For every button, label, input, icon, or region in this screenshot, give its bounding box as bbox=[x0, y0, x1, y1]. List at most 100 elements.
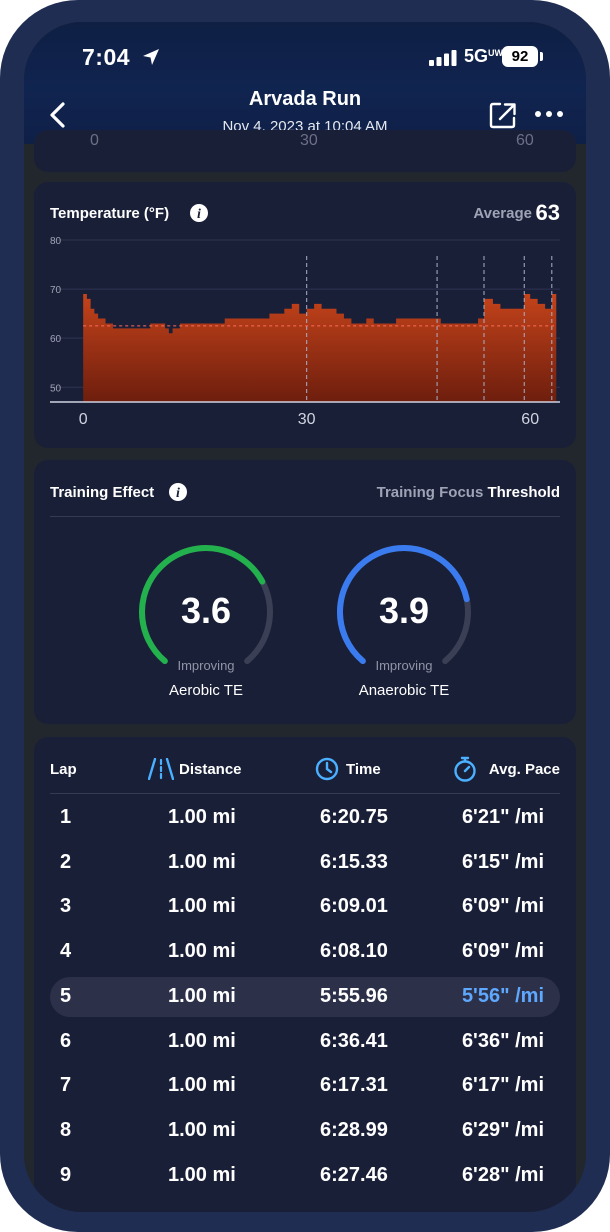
anaerobic-label: Anaerobic TE bbox=[358, 682, 450, 699]
lap-pace: 6'21" /mi bbox=[461, 806, 544, 828]
lap-pace: 6'15" /mi bbox=[461, 850, 544, 873]
info-icon[interactable]: i bbox=[168, 482, 188, 502]
battery-level: 92 bbox=[502, 46, 538, 67]
remnant-tick: 0 bbox=[90, 132, 99, 149]
screen: 7:04 5GUW 92 Arvada Run Nov 4, 2023 at 1… bbox=[24, 22, 586, 1212]
stopwatch-icon bbox=[454, 756, 476, 782]
lap-number: 8 bbox=[60, 1118, 72, 1141]
anaerobic-gauge-fill bbox=[337, 545, 470, 665]
training-effect-title: Training Effect bbox=[50, 484, 155, 501]
lap-pace: 6'09" /mi bbox=[461, 940, 544, 963]
location-arrow-icon bbox=[143, 49, 159, 65]
lap-distance: 1.00 mi bbox=[168, 1074, 236, 1097]
lap-number: 6 bbox=[60, 1029, 72, 1052]
y-tick-label: 80 bbox=[50, 236, 62, 247]
x-tick-label: 60 bbox=[521, 411, 539, 428]
anaerobic-gauge: 3.9 Improving bbox=[334, 542, 474, 692]
training-focus-label: Training Focus bbox=[376, 484, 484, 501]
nav-header: 7:04 5GUW 92 Arvada Run Nov 4, 2023 at 1… bbox=[24, 22, 586, 144]
lap-row[interactable]: 8 1.00 mi 6:28.99 6'29" /mi bbox=[50, 1111, 560, 1151]
lap-distance: 1.00 mi bbox=[168, 850, 236, 873]
y-tick-label: 60 bbox=[50, 334, 62, 345]
x-tick-label: 0 bbox=[79, 411, 88, 428]
status-time: 7:04 bbox=[82, 44, 131, 70]
lap-time: 6:15.33 bbox=[320, 850, 388, 873]
lap-time: 6:08.10 bbox=[320, 940, 388, 963]
pace-header: Avg. Pace bbox=[488, 761, 560, 778]
temperature-chart: 80 70 60 50 0 30 60 bbox=[50, 236, 560, 428]
divider bbox=[50, 516, 560, 517]
lap-row[interactable]: 3 1.00 mi 6:09.01 6'09" /mi bbox=[50, 887, 560, 927]
more-icon[interactable] bbox=[534, 104, 564, 124]
laps-card: Lap Distance Time Avg. Pace 1 1.00 mi 6:20… bbox=[34, 737, 576, 1212]
lap-row[interactable]: 2 1.00 mi 6:15.33 6'15" /mi bbox=[50, 843, 560, 883]
lap-distance: 1.00 mi bbox=[168, 1118, 236, 1141]
lap-row[interactable]: 7 1.00 mi 6:17.31 6'17" /mi bbox=[50, 1066, 560, 1106]
lap-pace: 6'17" /mi bbox=[461, 1074, 544, 1097]
divider bbox=[50, 793, 560, 794]
lap-header: Lap bbox=[50, 761, 77, 778]
lap-row[interactable]: 9 1.00 mi 6:27.46 6'28" /mi bbox=[50, 1156, 560, 1196]
lap-pace: 6'09" /mi bbox=[461, 895, 544, 918]
temperature-card: Temperature (°F) i Average 63 80 70 60 50 0 3… bbox=[34, 182, 576, 448]
lap-number: 4 bbox=[60, 940, 72, 963]
previous-chart-card: 0 30 60 bbox=[34, 130, 576, 172]
activity-title: Arvada Run bbox=[248, 88, 362, 110]
battery-tip bbox=[540, 52, 543, 61]
remnant-tick: 30 bbox=[300, 132, 318, 149]
road-icon bbox=[148, 758, 174, 780]
x-tick-label: 30 bbox=[298, 411, 316, 428]
y-tick-label: 50 bbox=[50, 383, 62, 394]
lap-time: 6:28.99 bbox=[320, 1118, 388, 1141]
distance-header: Distance bbox=[179, 761, 242, 778]
aerobic-value: 3.6 bbox=[180, 590, 232, 631]
aerobic-gauge: 3.6 Improving bbox=[136, 542, 276, 692]
lap-distance: 1.00 mi bbox=[168, 1163, 236, 1186]
lap-number: 1 bbox=[60, 806, 72, 828]
lap-pace: 6'29" /mi bbox=[461, 1118, 544, 1141]
lap-row[interactable]: 5 1.00 mi 5:55.96 5'56" /mi bbox=[50, 976, 560, 1017]
lap-pace: 6'28" /mi bbox=[461, 1163, 544, 1186]
aerobic-label: Aerobic TE bbox=[169, 682, 243, 699]
lap-number: 2 bbox=[60, 850, 72, 873]
share-icon[interactable] bbox=[488, 100, 518, 130]
anaerobic-gauge-arc bbox=[337, 545, 471, 665]
signal-bars-icon bbox=[429, 50, 457, 66]
clock-icon bbox=[315, 757, 339, 781]
aerobic-status: Improving bbox=[177, 658, 235, 673]
aerobic-gauge-fill bbox=[139, 545, 266, 665]
temperature-area bbox=[83, 294, 557, 402]
average-value: 63 bbox=[535, 200, 560, 225]
lap-distance: 1.00 mi bbox=[168, 895, 236, 918]
lap-row[interactable]: 1 1.00 mi 6:20.75 6'21" /mi bbox=[50, 798, 560, 838]
lap-time: 5:55.96 bbox=[320, 984, 388, 1007]
lap-time: 6:09.01 bbox=[320, 895, 388, 918]
lap-distance: 1.00 mi bbox=[168, 940, 236, 963]
lap-number: 5 bbox=[60, 984, 72, 1007]
lap-row[interactable]: 4 1.00 mi 6:08.10 6'09" /mi bbox=[50, 932, 560, 972]
lap-pace: 6'36" /mi bbox=[461, 1029, 544, 1052]
y-tick-label: 70 bbox=[50, 285, 62, 296]
svg-text:i: i bbox=[197, 207, 201, 222]
info-icon[interactable]: i bbox=[189, 203, 209, 223]
svg-text:i: i bbox=[176, 486, 180, 501]
lap-number: 7 bbox=[60, 1074, 72, 1097]
lap-row[interactable]: 6 1.00 mi 6:36.41 6'36" /mi bbox=[50, 1022, 560, 1062]
average-label: Average bbox=[473, 205, 532, 222]
aerobic-gauge-arc bbox=[139, 545, 273, 665]
anaerobic-status: Improving bbox=[375, 658, 433, 673]
temperature-title: Temperature (°F) bbox=[50, 205, 170, 222]
anaerobic-value: 3.9 bbox=[378, 590, 430, 631]
lap-distance: 1.00 mi bbox=[168, 984, 236, 1007]
lap-time: 6:36.41 bbox=[320, 1029, 388, 1052]
training-focus: Training Focus Threshold bbox=[377, 484, 560, 501]
time-header: Time bbox=[346, 761, 381, 778]
back-chevron-icon[interactable] bbox=[44, 98, 74, 132]
training-focus-value: Threshold bbox=[487, 484, 560, 501]
lap-time: 6:17.31 bbox=[320, 1074, 388, 1097]
lap-distance: 1.00 mi bbox=[168, 1029, 236, 1052]
training-effect-card: Training Effect i Training Focus Thresho… bbox=[34, 460, 576, 724]
remnant-tick: 60 bbox=[516, 132, 534, 149]
lap-number: 3 bbox=[60, 895, 72, 918]
